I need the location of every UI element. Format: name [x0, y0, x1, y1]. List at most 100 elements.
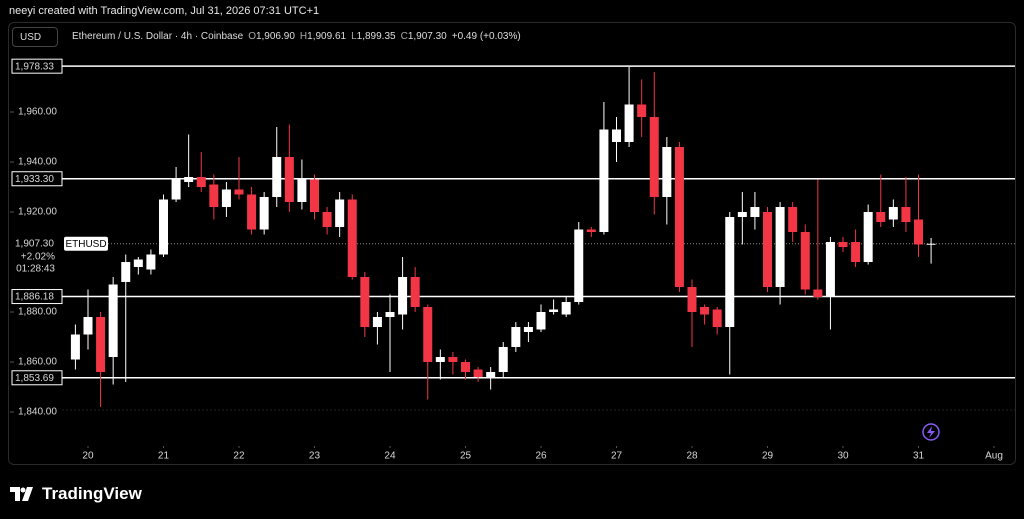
candle-body [800, 232, 810, 290]
last-price-box [12, 235, 62, 276]
ohlc-key: C [400, 31, 408, 42]
candle-body [574, 229, 584, 302]
chart-panel [8, 22, 1016, 465]
change: +0.49 (+0.03%) [451, 31, 521, 42]
candle-body [209, 184, 219, 207]
level-label: 1,886.18 [15, 292, 54, 303]
candle-body [309, 179, 319, 212]
y-tick-label: 1,840.00 [18, 407, 57, 418]
ohlc-value: 1,899.35 [356, 31, 396, 42]
ohlc-value: 1,909.61 [307, 31, 347, 42]
y-tick-label: 1,860.00 [18, 357, 57, 368]
x-tick-label: 29 [762, 451, 774, 462]
lightning-icon[interactable] [922, 423, 940, 441]
candle-body [876, 212, 886, 222]
candle-body [775, 207, 785, 287]
candle-body [586, 229, 596, 232]
candle-body [813, 289, 823, 297]
candle-body [322, 212, 332, 227]
candle-body [372, 317, 382, 327]
candle-body [133, 259, 143, 267]
y-tick-label: 1,880.00 [18, 307, 57, 318]
candle-body [888, 207, 898, 220]
x-tick-label: 23 [309, 451, 321, 462]
candle-body [700, 307, 710, 315]
candle-body [121, 262, 131, 282]
candle-body [70, 334, 80, 360]
level-label: 1,933.30 [15, 174, 54, 185]
candle-body [284, 157, 294, 202]
ohlc-value: 1,906.90 [255, 31, 295, 42]
y-tick-label: 1,920.00 [18, 207, 57, 218]
logo [10, 487, 33, 501]
footer: TradingView [10, 484, 142, 504]
level-label-box [11, 58, 63, 74]
candle-body [536, 312, 546, 330]
candle-body [901, 207, 911, 222]
candle-body [825, 242, 835, 297]
candle-body [914, 219, 924, 245]
candle-body [687, 287, 697, 312]
candle-body [272, 157, 282, 197]
last-change: +2.02% [21, 251, 55, 262]
candle-body [486, 372, 496, 377]
candle-body [146, 254, 156, 270]
candle-body [234, 189, 244, 195]
ohlc-key: L [351, 31, 357, 42]
candle-body [259, 197, 269, 230]
candle-body [712, 309, 722, 327]
symbol-tag-box [64, 236, 108, 251]
ohlc-item: C1,907.30 [401, 31, 447, 42]
candle-body [96, 317, 106, 372]
candle-body [763, 212, 773, 287]
candle-body [196, 177, 206, 187]
symbol: Ethereum / U.S. Dollar · 4h · Coinbase [72, 31, 244, 42]
x-tick-label: 22 [233, 451, 245, 462]
candle-body [184, 177, 194, 182]
candle-body [662, 147, 672, 197]
x-tick-label: 31 [913, 451, 925, 462]
candle-body [347, 199, 357, 277]
candle-body [838, 242, 848, 247]
candle-body [398, 277, 408, 315]
candle-body [561, 302, 571, 315]
level-label-box [11, 171, 63, 187]
candle-body [297, 179, 307, 202]
candle-body [498, 347, 508, 372]
candle-body [448, 357, 458, 362]
x-tick-label: 26 [535, 451, 547, 462]
candle-body [788, 207, 798, 232]
y-tick-label: 1,940.00 [18, 157, 57, 168]
last-price-label: 1,907.30 [15, 238, 54, 249]
candle-body [423, 307, 433, 362]
level-label-box [11, 370, 63, 386]
candle-body [335, 199, 345, 227]
ohlc-item: L1,899.35 [351, 31, 396, 42]
candle-body [674, 147, 684, 287]
x-tick-label: Aug [985, 451, 1003, 462]
candle-body [649, 117, 659, 197]
candle-body [750, 207, 760, 217]
brand: TradingView [42, 484, 142, 503]
level-label: 1,853.69 [15, 373, 54, 384]
level-label-box [11, 289, 63, 305]
currency-button[interactable]: USD [12, 27, 58, 47]
y-tick-label: 1,960.00 [18, 107, 57, 118]
x-tick-label: 24 [384, 451, 396, 462]
ohlc-key: O [248, 31, 256, 42]
candle-body [461, 362, 471, 372]
ohlc-item: O1,906.90 [248, 31, 295, 42]
x-tick-label: 30 [837, 451, 849, 462]
symbol-tag: ETHUSD [65, 239, 106, 250]
ohlc-value: 1,907.30 [407, 31, 447, 42]
candle-body [612, 129, 622, 142]
candle-body [171, 179, 181, 200]
x-tick-label: 28 [686, 451, 698, 462]
candle-body [511, 327, 521, 347]
x-tick-label: 21 [158, 451, 170, 462]
candle-body [360, 277, 370, 327]
candle-body [83, 317, 93, 335]
candle-body [549, 309, 559, 312]
